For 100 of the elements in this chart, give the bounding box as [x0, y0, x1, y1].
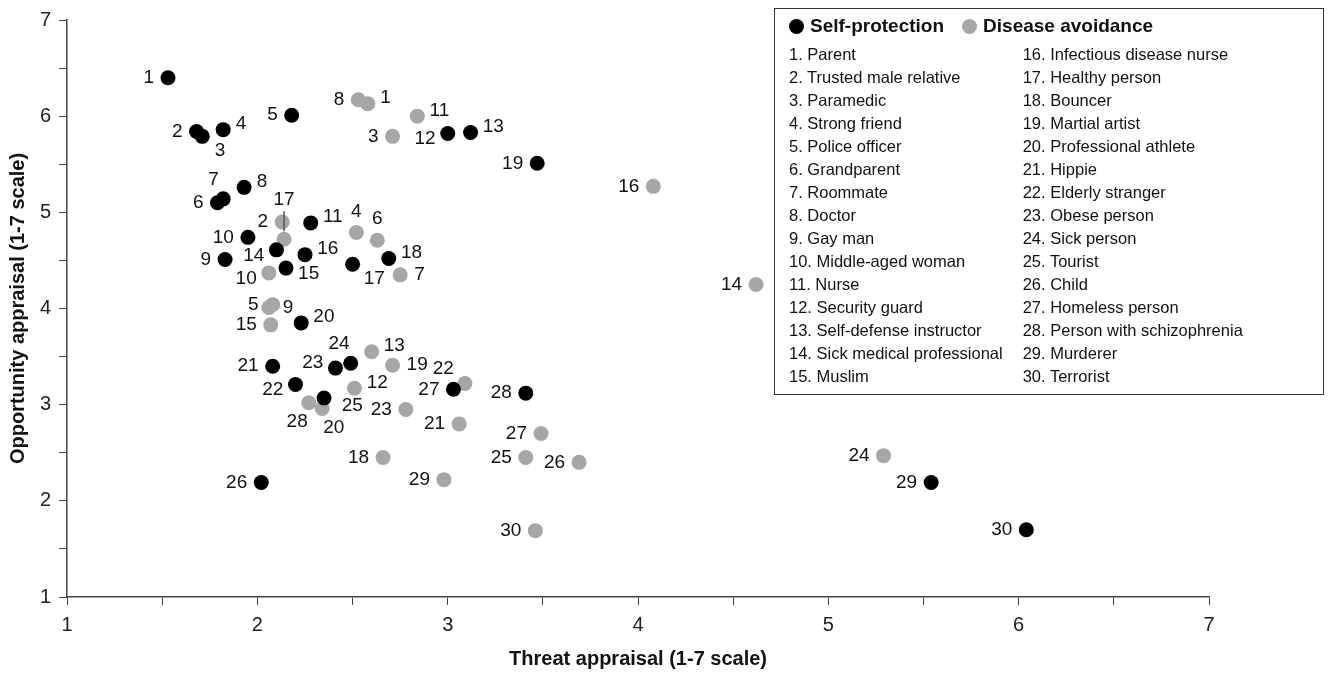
- annotation: 17: [363, 267, 385, 289]
- x-tick-label: 5: [822, 612, 834, 635]
- legend-label: Self-protection: [810, 15, 945, 37]
- annotation: 9: [200, 247, 212, 269]
- annotation: 3: [214, 139, 226, 161]
- annotation: 2: [257, 210, 269, 232]
- annotation: 18: [400, 240, 423, 262]
- annotation: 11. Nurse: [789, 274, 861, 295]
- x-tick-label: 7: [1203, 612, 1215, 635]
- annotation: 8: [333, 88, 345, 110]
- annotation: 23. Obese person: [1022, 205, 1155, 226]
- annotation: 14: [720, 272, 743, 294]
- annotation: 13. Self-defense instructor: [789, 320, 983, 341]
- annotation: 27: [505, 421, 528, 443]
- annotation: 22: [432, 356, 454, 378]
- point: [463, 125, 479, 141]
- annotation: 28: [286, 410, 308, 432]
- annotation: 22: [262, 378, 284, 400]
- point: [445, 381, 461, 397]
- point: [348, 225, 364, 241]
- point: [527, 523, 543, 539]
- annotation: 24: [848, 443, 870, 465]
- point: [1018, 522, 1034, 538]
- annotation: 4: [235, 112, 247, 134]
- annotation: 2: [171, 119, 183, 141]
- annotation: 5. Police officer: [789, 136, 903, 157]
- point: [253, 475, 269, 491]
- y-tick-label: 1: [40, 584, 52, 607]
- x-axis-title: Threat appraisal (1-7 scale): [509, 646, 768, 669]
- annotation: 29: [408, 467, 430, 489]
- point: [278, 260, 294, 276]
- annotation: 29: [896, 470, 918, 492]
- point: [215, 122, 231, 138]
- annotation: 12: [366, 370, 388, 392]
- x-tick-label: 2: [251, 612, 263, 635]
- annotation: 7. Roommate: [789, 182, 890, 203]
- point: [409, 108, 425, 124]
- legend-label: Disease avoidance: [983, 15, 1154, 37]
- point: [347, 380, 362, 396]
- point: [327, 360, 343, 376]
- annotation: 25: [341, 394, 363, 416]
- annotation: 15. Muslim: [789, 366, 870, 387]
- point: [215, 191, 231, 207]
- annotation: 16: [618, 174, 640, 196]
- point: [194, 128, 210, 144]
- annotation: 23: [370, 397, 392, 419]
- annotation: 8. Doctor: [789, 205, 857, 226]
- point: [297, 247, 313, 263]
- point: [375, 450, 391, 466]
- point: [385, 128, 401, 144]
- annotation: 11: [322, 205, 343, 227]
- annotation: 30. Terrorist: [1022, 366, 1111, 387]
- annotation: 18. Bouncer: [1022, 90, 1113, 111]
- annotation: 21. Hippie: [1022, 159, 1098, 180]
- annotation: 21: [237, 354, 259, 376]
- point: [876, 448, 892, 464]
- point: [571, 454, 587, 470]
- point: [451, 416, 467, 432]
- annotation: 13: [383, 334, 405, 356]
- annotation: 14: [243, 243, 265, 265]
- annotation: 6: [192, 190, 204, 212]
- point: [316, 390, 332, 406]
- annotation: 26. Child: [1022, 274, 1089, 295]
- y-axis-title: Opportunity appraisal (1-7 scale): [5, 152, 28, 465]
- annotation: 5: [267, 103, 278, 125]
- point: [748, 276, 764, 292]
- annotation: 23: [302, 350, 324, 372]
- annotation: 1. Parent: [789, 44, 857, 65]
- annotation: 6. Grandparent: [789, 159, 901, 180]
- annotation: 26: [226, 470, 248, 492]
- annotation: 2. Trusted male relative: [789, 67, 962, 88]
- point: [261, 300, 277, 316]
- annotation: 17. Healthy person: [1022, 67, 1163, 88]
- annotation: 10: [235, 266, 257, 288]
- annotation: 12: [414, 127, 436, 149]
- annotation: 9: [282, 295, 294, 317]
- annotation: 18: [347, 445, 370, 467]
- point: [440, 125, 456, 141]
- annotation: 1: [380, 86, 391, 108]
- point: [240, 229, 256, 245]
- annotation: 10: [212, 225, 234, 247]
- annotation: 24: [328, 332, 350, 354]
- point: [303, 215, 319, 231]
- point: [268, 242, 284, 258]
- annotation: 29. Murderer: [1022, 343, 1119, 364]
- annotation: 24. Sick person: [1022, 228, 1138, 249]
- point: [276, 231, 292, 247]
- point: [284, 107, 300, 123]
- point: [288, 376, 303, 392]
- point: [350, 92, 366, 108]
- point: [398, 401, 414, 417]
- annotation: 16. Infectious disease nurse: [1022, 44, 1230, 65]
- annotation: 1: [143, 65, 154, 87]
- point: [236, 179, 252, 195]
- annotation: 21: [424, 412, 446, 434]
- annotation: 13: [482, 115, 504, 137]
- point: [265, 358, 281, 374]
- y-tick-label: 7: [40, 7, 52, 30]
- annotation: 30: [991, 517, 1013, 539]
- y-tick-label: 2: [40, 488, 52, 511]
